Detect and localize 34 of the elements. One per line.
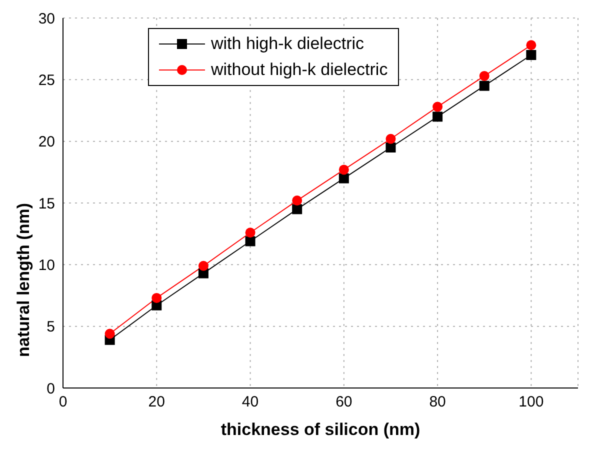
y-tick-label: 5	[46, 318, 55, 336]
point	[152, 292, 162, 303]
point	[432, 102, 443, 112]
point	[386, 134, 396, 144]
x-axis-title: thickness of silicon (nm)	[220, 420, 420, 440]
x-tick-label: 0	[58, 394, 68, 411]
point	[479, 70, 490, 81]
point	[338, 173, 349, 184]
point	[386, 142, 396, 152]
legend-label: without high-k dielectric	[211, 59, 388, 81]
point	[104, 328, 115, 339]
y-tick-label: 0	[46, 380, 55, 398]
y-tick-label: 20	[38, 134, 55, 151]
point	[245, 236, 256, 246]
point	[292, 204, 302, 214]
point	[292, 196, 302, 206]
y-tick-label: 15	[38, 195, 55, 212]
point	[245, 228, 256, 238]
x-tick-label: 80	[429, 394, 446, 411]
x-tick-label: 100	[518, 394, 544, 411]
point	[526, 40, 536, 50]
y-tick-label: 10	[38, 256, 55, 274]
point	[198, 260, 208, 271]
y-tick-label: 30	[38, 10, 55, 28]
x-tick-label: 60	[336, 394, 352, 411]
point	[526, 50, 536, 60]
x-tick-label: 20	[148, 394, 165, 411]
y-tick-label: 25	[38, 72, 55, 89]
y-axis-title: natural length (nm)	[14, 203, 34, 357]
x-tick-label: 40	[242, 394, 259, 411]
legend-label: with high-k dielectric	[211, 33, 364, 55]
point	[338, 164, 349, 175]
point	[432, 112, 443, 122]
point	[479, 80, 490, 91]
